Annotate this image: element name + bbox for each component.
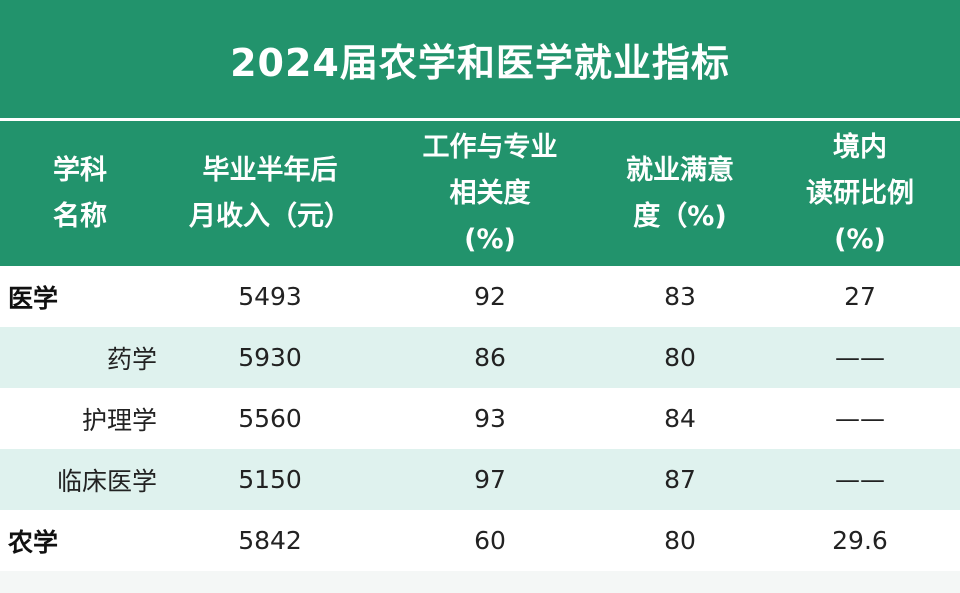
row-subject-name: 护理学 [81,405,157,435]
row-income: 5150 [238,465,302,494]
row-income: 5842 [238,526,302,555]
column-header-satisfaction: 就业满意 度（%) [626,154,734,232]
page-bottom-edge [0,571,960,593]
table-header: 学科 名称 毕业半年后 月收入（元） 工作与专业 相关度 (%) 就业满意 度（… [0,121,960,266]
column-header-income: 毕业半年后 月收入（元） [189,154,351,232]
row-satisfaction: 80 [664,526,696,555]
row-relevance: 93 [474,404,506,433]
row-grad-study: —— [835,404,885,433]
table-row: 药学 5930 86 80 —— [0,327,960,388]
row-satisfaction: 87 [664,465,696,494]
column-header-relevance: 工作与专业 相关度 (%) [422,131,558,255]
header-divider [0,118,960,121]
row-satisfaction: 80 [664,343,696,372]
row-grad-study: 27 [844,282,876,311]
row-relevance: 97 [474,465,506,494]
row-income: 5930 [238,343,302,372]
row-subject-name: 医学 [8,283,59,313]
row-relevance: 92 [474,282,506,311]
row-subject-name: 农学 [8,527,59,557]
row-relevance: 86 [474,343,506,372]
row-satisfaction: 83 [664,282,696,311]
table-row: 农学 5842 60 80 29.6 [0,510,960,571]
column-header-grad-study: 境内 读研比例 (%) [806,131,914,255]
table-title-bar: 2024届农学和医学就业指标 [0,0,960,118]
row-relevance: 60 [474,526,506,555]
table-row: 临床医学 5150 97 87 —— [0,449,960,510]
row-subject-name: 药学 [106,344,157,374]
row-satisfaction: 84 [664,404,696,433]
row-income: 5493 [238,282,302,311]
table-row: 护理学 5560 93 84 —— [0,388,960,449]
row-income: 5560 [238,404,302,433]
row-grad-study: 29.6 [832,526,888,555]
column-header-subject: 学科 名称 [53,154,107,232]
row-subject-name: 临床医学 [56,466,157,496]
row-grad-study: —— [835,343,885,372]
row-grad-study: —— [835,465,885,494]
table-row: 医学 5493 92 83 27 [0,266,960,327]
table-title: 2024届农学和医学就业指标 [230,40,730,85]
